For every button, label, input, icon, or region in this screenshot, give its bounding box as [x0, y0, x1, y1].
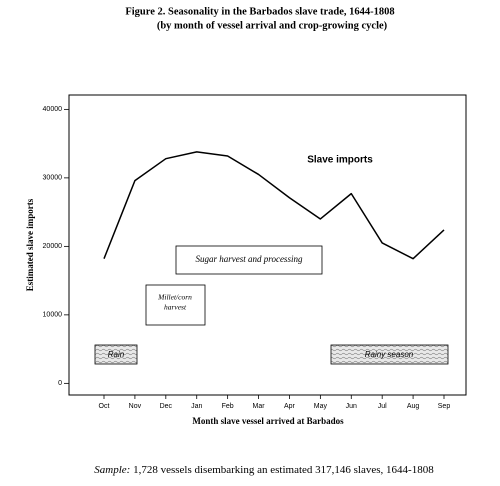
annotation: Rain [108, 350, 125, 359]
annotation: harvest [164, 303, 187, 312]
x-tick-label: Mar [253, 403, 266, 410]
chart-subtitle: (by month of vessel arrival and crop-gro… [157, 20, 388, 31]
x-tick-label: Jan [191, 403, 202, 410]
x-tick-label: Sep [438, 403, 451, 410]
y-axis-label: Estimated slave imports [25, 198, 35, 291]
x-tick-label: Jul [378, 403, 387, 410]
x-tick-label: Aug [407, 403, 420, 410]
annotation-box [94, 344, 138, 365]
x-tick-label: Jun [346, 403, 357, 410]
x-tick-label: Apr [284, 403, 296, 410]
y-tick-label: 0 [58, 380, 62, 387]
x-tick-label: Nov [129, 403, 142, 410]
footnote: Sample: 1,728 vessels disembarking an es… [94, 464, 434, 476]
chart-title: Figure 2. Seasonality in the Barbados sl… [125, 6, 394, 17]
y-tick-label: 30000 [43, 175, 63, 182]
x-tick-label: Dec [160, 403, 173, 410]
y-tick-label: 20000 [43, 243, 63, 250]
x-tick-label: May [314, 403, 328, 410]
x-axis-label: Month slave vessel arrived at Barbados [192, 416, 344, 426]
annotation: Sugar harvest and processing [196, 254, 303, 264]
plot-frame [68, 94, 467, 396]
annotation-box [330, 344, 449, 365]
annotation-box [175, 245, 323, 275]
footnote-text: 1,728 vessels disembarking an estimated … [130, 464, 434, 476]
y-tick-label: 10000 [43, 312, 63, 319]
annotation: Slave imports [307, 155, 373, 166]
annotation-box [145, 284, 206, 326]
x-tick-label: Feb [222, 403, 234, 410]
annotations: Slave imports Sugar harvest and processi… [94, 155, 449, 365]
data-line [103, 151, 445, 260]
y-tick-label: 40000 [43, 106, 63, 113]
footnote-label: Sample: [94, 464, 130, 476]
x-tick-label: Oct [99, 403, 110, 410]
annotation: Rainy season [365, 350, 414, 359]
annotation: Millet/corn [157, 293, 192, 302]
